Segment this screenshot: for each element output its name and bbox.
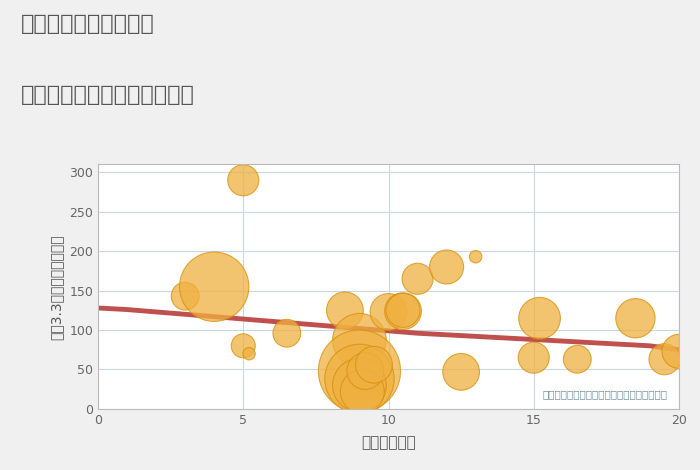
Point <box>237 177 249 184</box>
Point <box>534 314 545 322</box>
Point <box>398 306 409 314</box>
Point <box>180 292 191 300</box>
Point <box>456 368 467 376</box>
Point <box>354 337 365 344</box>
Text: 駅距離別中古マンション価格: 駅距離別中古マンション価格 <box>21 85 195 105</box>
Point <box>354 367 365 375</box>
Point <box>209 283 220 290</box>
Point <box>528 354 539 361</box>
Point <box>354 382 365 389</box>
Point <box>441 263 452 271</box>
Point <box>673 348 685 355</box>
Point <box>357 388 368 395</box>
Point <box>398 307 409 315</box>
Point <box>470 253 482 260</box>
Point <box>572 355 583 363</box>
Point <box>368 361 379 368</box>
Point <box>354 375 365 383</box>
Point <box>237 342 249 350</box>
Point <box>412 275 423 282</box>
Text: 福岡県宗像市桜美台の: 福岡県宗像市桜美台の <box>21 14 155 34</box>
Point <box>360 367 371 375</box>
Point <box>281 329 293 337</box>
Text: 円の大きさは、取引のあった物件面積を示す: 円の大きさは、取引のあった物件面積を示す <box>542 389 667 399</box>
Point <box>383 308 394 316</box>
Point <box>630 314 641 322</box>
X-axis label: 駅距離（分）: 駅距離（分） <box>361 435 416 450</box>
Point <box>340 306 351 314</box>
Point <box>244 350 255 358</box>
Y-axis label: 坪（3.3㎡）単価（万円）: 坪（3.3㎡）単価（万円） <box>50 234 64 339</box>
Point <box>659 355 670 363</box>
